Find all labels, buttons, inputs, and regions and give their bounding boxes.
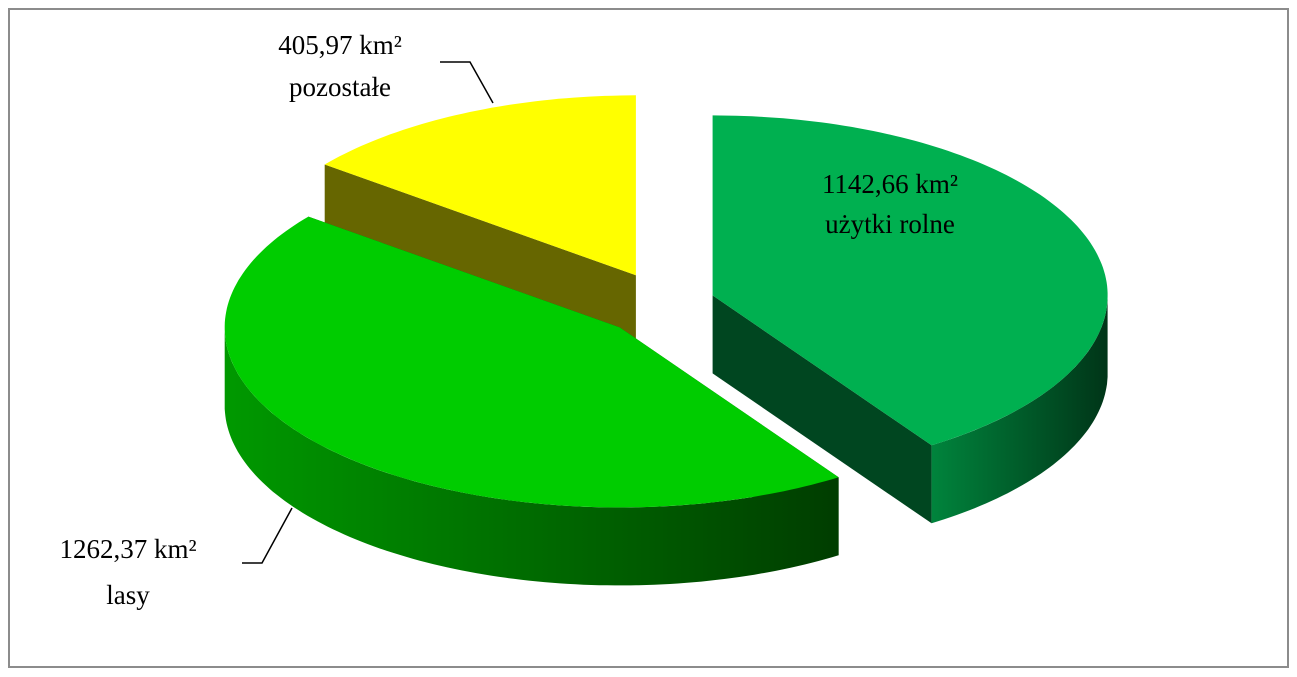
pie: [224, 95, 1108, 586]
value-label: 405,97 km²: [278, 30, 402, 60]
category-label: pozostałe: [289, 72, 391, 102]
slice-wall: [931, 295, 1108, 524]
slice-side: [712, 295, 932, 524]
leader-line: [440, 61, 494, 104]
leader-line: [242, 507, 293, 564]
slice-wall: [224, 327, 839, 586]
category-label: użytki rolne: [825, 209, 955, 239]
value-label: 1262,37 km²: [59, 534, 196, 564]
value-label: 1142,66 km²: [822, 169, 958, 199]
slice: [224, 216, 839, 508]
category-label: lasy: [106, 580, 150, 610]
slice: [712, 115, 1108, 446]
slice: [324, 95, 636, 276]
